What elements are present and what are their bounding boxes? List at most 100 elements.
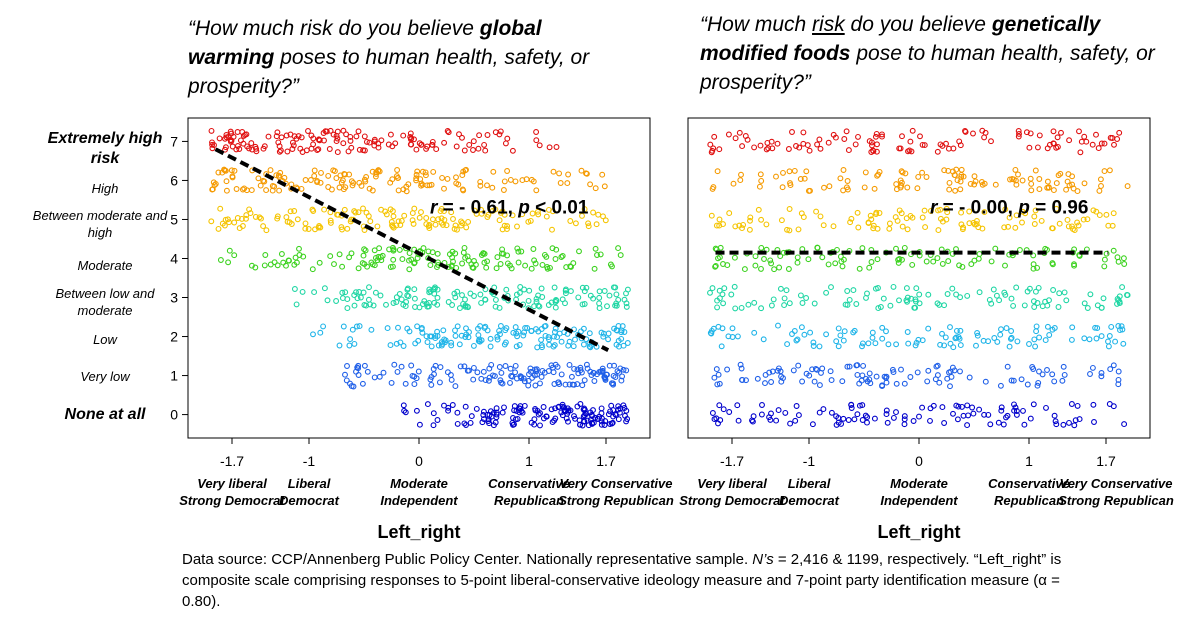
data-point bbox=[452, 327, 458, 334]
data-point bbox=[571, 365, 578, 372]
data-point bbox=[867, 212, 874, 219]
data-point bbox=[952, 335, 959, 342]
data-point bbox=[982, 378, 989, 385]
data-point bbox=[244, 143, 251, 150]
data-point bbox=[720, 406, 727, 413]
data-point bbox=[460, 249, 467, 256]
x-group-label: Very liberal bbox=[197, 476, 267, 491]
data-point bbox=[869, 329, 876, 336]
data-point bbox=[970, 410, 977, 417]
data-point bbox=[893, 409, 899, 416]
data-point bbox=[1032, 288, 1039, 295]
data-point bbox=[855, 133, 861, 140]
data-point bbox=[742, 133, 749, 139]
data-point bbox=[1115, 323, 1122, 329]
data-point bbox=[1034, 144, 1041, 151]
data-point bbox=[352, 209, 359, 216]
data-point bbox=[800, 129, 807, 136]
data-point bbox=[817, 213, 824, 220]
data-point bbox=[998, 326, 1004, 333]
data-point bbox=[894, 217, 901, 224]
data-point bbox=[596, 305, 603, 312]
data-point bbox=[768, 302, 775, 309]
data-point bbox=[1093, 131, 1099, 138]
data-point bbox=[851, 327, 858, 334]
data-point bbox=[295, 133, 302, 140]
data-point bbox=[956, 335, 963, 342]
data-point bbox=[497, 323, 504, 329]
data-point bbox=[448, 376, 455, 383]
data-point bbox=[434, 250, 441, 257]
data-point bbox=[709, 410, 716, 416]
data-point bbox=[925, 291, 932, 298]
data-point bbox=[714, 381, 721, 388]
data-point bbox=[988, 258, 995, 265]
data-point bbox=[1098, 333, 1105, 340]
data-point bbox=[869, 334, 876, 341]
data-point bbox=[1101, 140, 1108, 147]
data-point bbox=[530, 246, 537, 252]
data-point bbox=[795, 226, 802, 233]
data-point bbox=[360, 289, 367, 296]
data-point bbox=[1065, 171, 1072, 178]
data-point bbox=[504, 223, 511, 230]
data-point bbox=[1013, 411, 1020, 418]
data-point bbox=[418, 182, 425, 189]
x-tick-label: 1 bbox=[1025, 453, 1033, 469]
y-tick-label: 1 bbox=[170, 368, 178, 384]
data-point bbox=[507, 176, 514, 183]
data-point bbox=[502, 140, 509, 147]
data-point bbox=[380, 369, 387, 376]
data-point bbox=[1004, 412, 1011, 419]
data-point bbox=[1070, 226, 1076, 233]
data-point bbox=[424, 143, 431, 150]
data-point bbox=[968, 261, 975, 268]
data-point bbox=[1089, 364, 1096, 371]
data-point bbox=[356, 323, 363, 330]
data-point bbox=[875, 171, 882, 178]
data-point bbox=[502, 363, 509, 369]
data-point bbox=[1092, 324, 1099, 331]
data-point bbox=[260, 223, 267, 230]
data-point bbox=[434, 294, 441, 301]
data-point bbox=[349, 326, 356, 333]
data-point bbox=[375, 168, 382, 175]
data-point bbox=[614, 368, 621, 375]
data-point bbox=[865, 340, 872, 347]
data-point bbox=[398, 296, 405, 303]
data-point bbox=[757, 171, 764, 178]
data-point bbox=[623, 290, 629, 297]
data-point bbox=[834, 246, 840, 253]
data-point bbox=[939, 260, 946, 267]
data-point bbox=[885, 341, 892, 348]
data-point bbox=[482, 296, 489, 303]
data-point bbox=[866, 376, 873, 383]
data-point bbox=[1110, 247, 1117, 254]
data-point bbox=[561, 404, 568, 411]
data-point bbox=[1090, 401, 1097, 408]
data-point bbox=[604, 303, 610, 310]
data-point bbox=[893, 181, 900, 188]
data-point bbox=[559, 252, 566, 259]
data-point bbox=[454, 323, 461, 330]
data-point bbox=[533, 295, 540, 302]
data-point bbox=[925, 367, 932, 374]
data-point bbox=[463, 224, 470, 231]
data-point bbox=[519, 177, 526, 184]
data-point bbox=[483, 264, 490, 271]
data-point bbox=[467, 419, 474, 426]
data-point bbox=[621, 405, 628, 411]
data-point bbox=[713, 222, 720, 229]
data-point bbox=[308, 132, 315, 139]
left-panel-title: “How much risk do you believe global war… bbox=[188, 17, 590, 98]
data-point bbox=[581, 301, 588, 307]
data-point bbox=[827, 368, 834, 375]
data-point bbox=[876, 210, 883, 216]
data-point bbox=[340, 127, 347, 134]
data-point bbox=[870, 147, 876, 154]
data-point bbox=[599, 365, 606, 372]
data-point bbox=[883, 411, 890, 418]
data-point bbox=[400, 402, 407, 409]
data-point bbox=[1036, 334, 1043, 341]
